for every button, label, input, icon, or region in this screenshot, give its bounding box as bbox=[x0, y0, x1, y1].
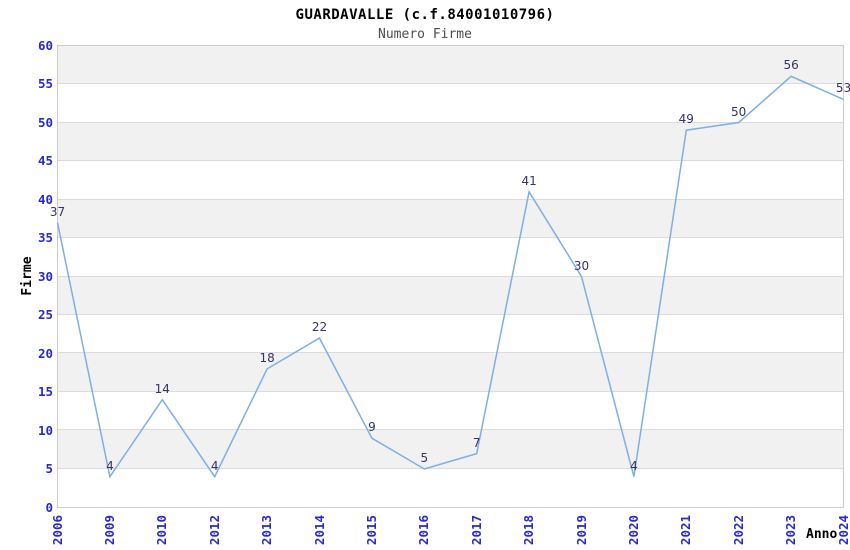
data-point-label: 53 bbox=[835, 81, 850, 96]
data-point-label: 56 bbox=[783, 58, 799, 73]
data-point-label: 18 bbox=[259, 350, 275, 365]
y-tick-label: 5 bbox=[45, 461, 53, 476]
x-tick-label: 2022 bbox=[730, 514, 746, 546]
x-tick-label: 2012 bbox=[206, 514, 222, 546]
data-point-label: 4 bbox=[630, 458, 638, 473]
gridline bbox=[58, 429, 843, 431]
y-tick-label: 55 bbox=[37, 76, 53, 91]
data-point-label: 50 bbox=[731, 104, 747, 119]
chart-title: GUARDAVALLE (c.f.84001010796) bbox=[295, 7, 555, 23]
data-point-label: 9 bbox=[368, 420, 376, 435]
x-tick-label: 2015 bbox=[363, 514, 379, 546]
plot-band bbox=[58, 46, 843, 85]
data-point-label: 37 bbox=[49, 204, 66, 219]
x-tick-label: 2010 bbox=[154, 514, 170, 546]
y-tick-label: 10 bbox=[37, 422, 53, 438]
y-tick-label: 50 bbox=[37, 114, 53, 130]
plot-band bbox=[58, 238, 843, 277]
y-tick-label: 0 bbox=[45, 499, 53, 515]
plot-band bbox=[58, 468, 843, 507]
x-tick-label: 2014 bbox=[311, 514, 327, 546]
y-tick-label: 25 bbox=[37, 307, 53, 322]
data-point-label: 41 bbox=[521, 173, 537, 188]
x-tick-label: 2017 bbox=[468, 514, 484, 546]
y-tick-label: 15 bbox=[37, 384, 53, 399]
data-point-label: 22 bbox=[311, 320, 328, 335]
x-tick-label: 2018 bbox=[521, 514, 537, 546]
gridline bbox=[58, 275, 843, 277]
gridline bbox=[58, 121, 843, 123]
gridline bbox=[58, 237, 843, 239]
x-tick-label: 2019 bbox=[573, 514, 589, 546]
gridline bbox=[58, 160, 843, 162]
data-point-label: 5 bbox=[420, 451, 429, 465]
y-tick-label: 60 bbox=[37, 37, 53, 53]
data-point-label: 4 bbox=[210, 458, 219, 473]
data-point-label: 49 bbox=[678, 112, 694, 127]
data-point-label: 30 bbox=[573, 258, 590, 273]
y-tick-label: 40 bbox=[37, 191, 53, 207]
data-point-label: 14 bbox=[154, 381, 170, 396]
y-tick-label: 45 bbox=[37, 153, 53, 168]
x-tick-label: 2006 bbox=[49, 514, 65, 546]
plot-band bbox=[58, 314, 843, 354]
x-axis-title: Anno bbox=[806, 527, 838, 542]
x-tick-label: 2009 bbox=[101, 514, 117, 546]
plot-band bbox=[58, 276, 843, 315]
gridline bbox=[58, 313, 843, 315]
y-tick-label: 30 bbox=[37, 268, 53, 284]
x-tick-label: 2023 bbox=[783, 514, 799, 546]
gridline bbox=[58, 198, 843, 200]
gridline bbox=[58, 83, 843, 85]
plot-band bbox=[58, 430, 843, 469]
plot-band bbox=[58, 122, 843, 162]
gridline bbox=[58, 467, 843, 469]
x-tick-label: 2024 bbox=[835, 514, 850, 546]
y-tick-label: 35 bbox=[37, 230, 53, 245]
plot-band bbox=[58, 161, 843, 200]
data-point-label: 4 bbox=[106, 458, 114, 473]
plot-band bbox=[58, 391, 843, 431]
x-tick-label: 2021 bbox=[678, 514, 694, 546]
gridline bbox=[58, 352, 843, 354]
plot-band bbox=[58, 199, 843, 239]
x-tick-label: 2020 bbox=[625, 514, 641, 546]
data-point-label: 7 bbox=[472, 435, 481, 450]
chart-subtitle: Numero Firme bbox=[378, 27, 472, 42]
x-tick-label: 2013 bbox=[259, 514, 275, 546]
x-tick-label: 2016 bbox=[416, 514, 432, 546]
y-tick-label: 20 bbox=[37, 345, 53, 361]
